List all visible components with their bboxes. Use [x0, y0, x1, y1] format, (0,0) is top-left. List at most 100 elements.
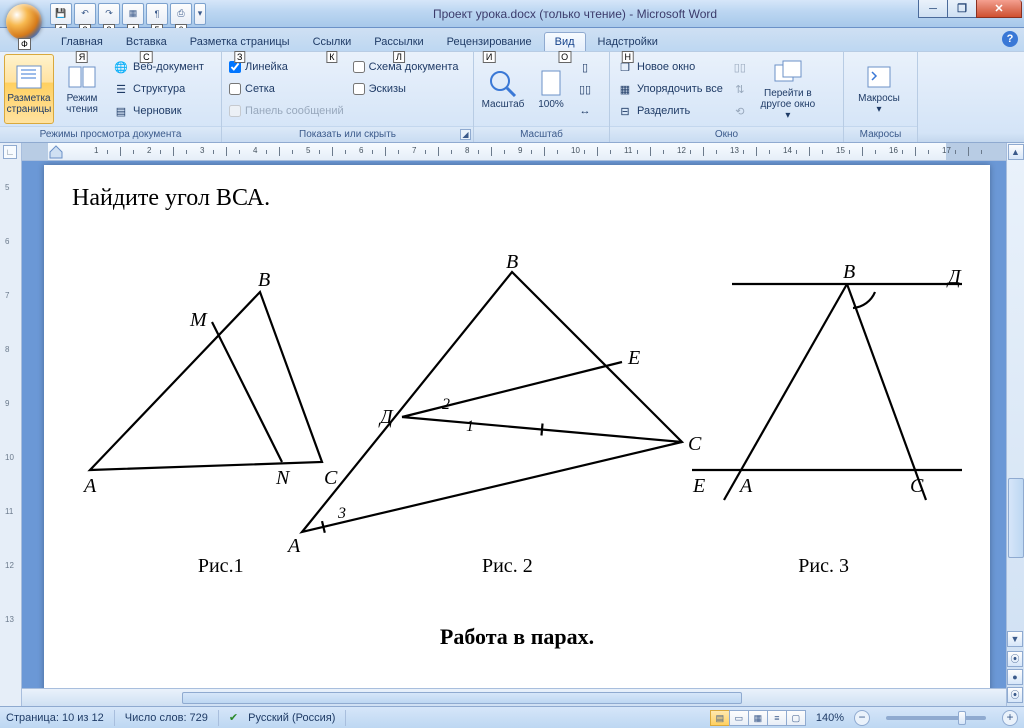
vscroll-up[interactable]: ▲ [1008, 144, 1024, 160]
ribbon-group-macros: Макросы▾ Макросы [844, 52, 918, 142]
window-title: Проект урока.docx (только чтение) - Micr… [206, 7, 1024, 21]
svg-text:A: A [738, 475, 753, 497]
switch-windows-icon [772, 58, 804, 86]
qat-button-6[interactable]: ⎙6 [170, 3, 192, 25]
view-print-layout[interactable]: ▤ [710, 710, 730, 726]
gridlines-checkbox[interactable]: Сетка [226, 79, 347, 99]
reading-layout-button[interactable]: Режим чтения [57, 54, 107, 124]
zoom-slider-knob[interactable] [958, 711, 966, 725]
office-button[interactable]: Ф [6, 4, 42, 40]
vscroll-down[interactable]: ▼ [1007, 631, 1023, 647]
svg-text:E: E [627, 347, 640, 369]
zoom-out-button[interactable]: − [854, 710, 870, 726]
svg-text:B: B [506, 251, 518, 273]
svg-text:1: 1 [466, 418, 474, 435]
print-layout-button[interactable]: Разметка страницы [4, 54, 54, 124]
two-pages-button[interactable]: ▯▯ [574, 79, 596, 99]
web-icon: 🌐 [113, 59, 129, 75]
zoom-button[interactable]: Масштаб [478, 54, 528, 124]
view-outline[interactable]: ≡ [767, 710, 787, 726]
vertical-ruler[interactable]: ∟ 5678910111213 [0, 143, 22, 706]
status-bar: Страница: 10 из 12 Число слов: 729 ✔ Рус… [0, 706, 1024, 728]
one-page-icon: ▯ [577, 59, 593, 75]
side-by-side-icon: ▯▯ [732, 59, 748, 75]
view-draft[interactable]: ▢ [786, 710, 806, 726]
tab-home[interactable]: ГлавнаяЯ [50, 32, 114, 51]
tab-mailings[interactable]: РассылкиЛ [363, 32, 434, 51]
qat-button-4[interactable]: ▦4 [122, 3, 144, 25]
view-web[interactable]: ▦ [748, 710, 768, 726]
status-zoom[interactable]: 140% [816, 712, 844, 724]
browse-next[interactable]: ⦿ [1007, 687, 1023, 703]
tab-page-layout[interactable]: Разметка страницыЗ [179, 32, 301, 51]
status-words[interactable]: Число слов: 729 [125, 712, 208, 724]
page-width-button[interactable]: ↔ [574, 101, 596, 121]
zoom-icon [487, 69, 519, 97]
svg-text:M: M [189, 309, 208, 331]
undo-icon: ↶ [81, 8, 89, 19]
qat-redo-button[interactable]: ↷3 [98, 3, 120, 25]
page-width-icon: ↔ [577, 103, 593, 119]
browse-select[interactable]: ● [1007, 669, 1023, 685]
document-area[interactable]: Найдите угол ВСА. ABCMN ABC [22, 161, 1006, 688]
save-icon: 💾 [55, 8, 66, 19]
tab-view[interactable]: ВидО [544, 32, 586, 51]
fig2-caption: Рис. 2 [329, 555, 685, 578]
macros-icon [863, 63, 895, 91]
browse-prev[interactable]: ⦿ [1007, 651, 1023, 667]
svg-text:3: 3 [337, 505, 346, 522]
outline-button[interactable]: ☰Структура [110, 79, 207, 99]
draft-button[interactable]: ▤Черновик [110, 101, 207, 121]
switch-windows-button[interactable]: Перейти в другое окно ▾ [754, 54, 822, 124]
reading-layout-icon [66, 63, 98, 91]
macros-button[interactable]: Макросы▾ [848, 54, 910, 124]
split-button[interactable]: ⊟Разделить [614, 101, 726, 121]
status-language[interactable]: Русский (Россия) [248, 712, 335, 724]
sync-scroll-icon: ⇅ [732, 81, 748, 97]
sync-scroll-button: ⇅ [729, 79, 751, 99]
vertical-scrollbar[interactable]: ▲ ▼ ⦿ ● ⦿ [1006, 143, 1024, 706]
minimize-button[interactable]: ─ [918, 0, 948, 18]
doc-map-checkbox[interactable]: Схема документа [350, 57, 462, 77]
tab-addins[interactable]: НадстройкиН [587, 32, 669, 51]
table-icon: ▦ [129, 8, 138, 19]
close-button[interactable]: ✕ [976, 0, 1022, 18]
window-controls: ─ ❐ ✕ [919, 0, 1022, 18]
show-dialog-launcher[interactable]: ◢ [460, 129, 471, 140]
thumbnails-checkbox[interactable]: Эскизы [350, 79, 462, 99]
zoom-in-button[interactable]: + [1002, 710, 1018, 726]
view-reading[interactable]: ▭ [729, 710, 749, 726]
zoom-100-button[interactable]: 100% [531, 54, 571, 124]
print-layout-icon [13, 63, 45, 91]
horizontal-scrollbar[interactable] [22, 688, 1006, 706]
qat-save-button[interactable]: 💾1 [50, 3, 72, 25]
web-layout-button[interactable]: 🌐Веб-документ [110, 57, 207, 77]
ribbon-group-window-label: Окно [610, 126, 843, 142]
svg-text:E: E [692, 475, 705, 497]
tab-insert[interactable]: ВставкаС [115, 32, 178, 51]
maximize-button[interactable]: ❐ [947, 0, 977, 18]
qat-customize-button[interactable]: ▾ [194, 3, 206, 25]
arrange-all-button[interactable]: ▦Упорядочить все [614, 79, 726, 99]
svg-text:B: B [258, 269, 270, 291]
ribbon-group-views-label: Режимы просмотра документа [0, 126, 221, 142]
one-page-button[interactable]: ▯ [574, 57, 596, 77]
tab-selector[interactable]: ∟ [3, 145, 17, 159]
horizontal-ruler[interactable]: 1234567891011121314151617 [22, 143, 1006, 161]
proofing-icon[interactable]: ✔ [229, 711, 238, 724]
hscroll-thumb[interactable] [182, 692, 742, 704]
fig3-caption: Рис. 3 [685, 555, 962, 578]
vscroll-thumb[interactable] [1008, 478, 1024, 558]
help-button[interactable]: ? [1002, 31, 1018, 47]
qat-undo-button[interactable]: ↶2 [74, 3, 96, 25]
zoom-slider[interactable] [886, 716, 986, 720]
status-page[interactable]: Страница: 10 из 12 [6, 712, 104, 724]
svg-text:B: B [843, 261, 855, 283]
qat-button-5[interactable]: ¶5 [146, 3, 168, 25]
chevron-down-icon: ▾ [198, 8, 203, 19]
title-bar: Ф 💾1 ↶2 ↷3 ▦4 ¶5 ⎙6 ▾ Проект урока.docx … [0, 0, 1024, 28]
split-icon: ⊟ [617, 103, 633, 119]
draft-icon: ▤ [113, 103, 129, 119]
tab-references[interactable]: СсылкиК [302, 32, 363, 51]
tab-review[interactable]: РецензированиеИ [436, 32, 543, 51]
